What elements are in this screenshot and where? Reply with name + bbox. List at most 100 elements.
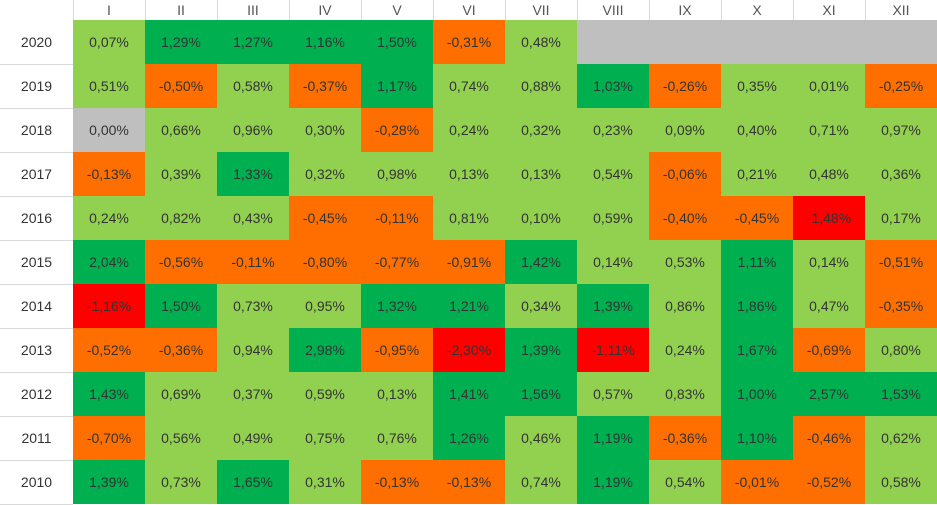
heatmap-cell: -0,37% (289, 64, 361, 108)
heatmap-cell: 0,80% (865, 328, 937, 372)
heatmap-cell: -0,52% (793, 460, 865, 504)
heatmap-cell: -0,52% (73, 328, 145, 372)
heatmap-cell: 0,62% (865, 416, 937, 460)
heatmap-cell: -2,30% (433, 328, 505, 372)
heatmap-cell: 1,27% (217, 20, 289, 64)
year-label: 2012 (0, 372, 73, 416)
grid-line (0, 460, 73, 461)
heatmap-cell: 1,03% (577, 64, 649, 108)
heatmap-cell: 0,14% (793, 240, 865, 284)
year-label: 2018 (0, 108, 73, 152)
heatmap-cell: 1,43% (73, 372, 145, 416)
heatmap-cell: 0,73% (145, 460, 217, 504)
heatmap-cell: 0,88% (505, 64, 577, 108)
year-label: 2017 (0, 152, 73, 196)
heatmap-cell: 0,66% (145, 108, 217, 152)
heatmap-cell: 0,10% (505, 196, 577, 240)
heatmap-cell: -0,35% (865, 284, 937, 328)
heatmap-cell: 0,96% (217, 108, 289, 152)
grid-line (145, 0, 146, 20)
heatmap-cell: 0,86% (649, 284, 721, 328)
heatmap-cell: 0,48% (505, 20, 577, 64)
month-header: X (721, 0, 793, 20)
grid-line (0, 372, 73, 373)
heatmap-cell: 0,46% (505, 416, 577, 460)
heatmap-cell: 0,51% (73, 64, 145, 108)
heatmap-cell: -0,36% (145, 328, 217, 372)
heatmap-cell: -0,28% (361, 108, 433, 152)
heatmap-cell: 0,48% (793, 152, 865, 196)
heatmap-cell (721, 20, 793, 64)
heatmap-cell: -0,95% (361, 328, 433, 372)
heatmap-cell: 1,17% (361, 64, 433, 108)
heatmap-cell: 1,39% (73, 460, 145, 504)
heatmap-cell: 0,09% (649, 108, 721, 152)
heatmap-cell: 1,50% (361, 20, 433, 64)
heatmap-cell: 0,13% (361, 372, 433, 416)
heatmap-cell: 0,53% (649, 240, 721, 284)
heatmap-cell: 0,59% (577, 196, 649, 240)
heatmap-cell: -0,26% (649, 64, 721, 108)
heatmap-cell: -0,06% (649, 152, 721, 196)
month-header: II (145, 0, 217, 20)
heatmap-cell: 0,21% (721, 152, 793, 196)
heatmap-cell: -0,11% (361, 196, 433, 240)
heatmap-cell: 2,57% (793, 372, 865, 416)
heatmap-cell: 0,37% (217, 372, 289, 416)
heatmap-cell: 0,82% (145, 196, 217, 240)
heatmap-cell: 0,69% (145, 372, 217, 416)
heatmap-cell: 0,35% (721, 64, 793, 108)
heatmap-cell: 0,95% (289, 284, 361, 328)
grid-line (289, 0, 290, 20)
month-header: III (217, 0, 289, 20)
heatmap-cell: 0,24% (649, 328, 721, 372)
heatmap-cell: 0,56% (145, 416, 217, 460)
heatmap-cell: 0,75% (289, 416, 361, 460)
grid-line (0, 196, 73, 197)
month-header: I (73, 0, 145, 20)
heatmap-cell: 0,23% (577, 108, 649, 152)
heatmap-cell: 1,29% (145, 20, 217, 64)
grid-line (649, 0, 650, 20)
month-header: VIII (577, 0, 649, 20)
heatmap-cell: 0,71% (793, 108, 865, 152)
heatmap-cell: 1,42% (505, 240, 577, 284)
grid-line (865, 0, 866, 20)
month-header: VI (433, 0, 505, 20)
heatmap-cell: 0,74% (505, 460, 577, 504)
heatmap-cell: -0,70% (73, 416, 145, 460)
heatmap-cell: 0,24% (73, 196, 145, 240)
heatmap-cell: 0,14% (577, 240, 649, 284)
heatmap-cell: 1,39% (577, 284, 649, 328)
heatmap-cell: 0,13% (433, 152, 505, 196)
heatmap-cell: 1,19% (577, 416, 649, 460)
heatmap-cell: -0,13% (361, 460, 433, 504)
heatmap-cell: 1,21% (433, 284, 505, 328)
heatmap-cell: 1,16% (289, 20, 361, 64)
grid-line (0, 64, 73, 65)
heatmap-cell: -1,48% (793, 196, 865, 240)
heatmap-cell: -0,13% (73, 152, 145, 196)
heatmap-cell: 0,17% (865, 196, 937, 240)
grid-line (577, 0, 578, 20)
heatmap-cell: 0,97% (865, 108, 937, 152)
heatmap-cell: 0,54% (649, 460, 721, 504)
heatmap-cell: -0,50% (145, 64, 217, 108)
heatmap-cell: 0,24% (433, 108, 505, 152)
heatmap-cell: -0,45% (289, 196, 361, 240)
heatmap-cell: 0,47% (793, 284, 865, 328)
heatmap-cell: 0,54% (577, 152, 649, 196)
heatmap-cell: 0,94% (217, 328, 289, 372)
month-header: XII (865, 0, 937, 20)
month-header: IV (289, 0, 361, 20)
heatmap-cell: 0,30% (289, 108, 361, 152)
heatmap-cell: 1,11% (721, 240, 793, 284)
grid-line (721, 0, 722, 20)
heatmap-cell: 0,32% (505, 108, 577, 152)
heatmap-cell: 0,32% (289, 152, 361, 196)
heatmap-cell: -0,91% (433, 240, 505, 284)
heatmap-cell: 1,32% (361, 284, 433, 328)
grid-line (0, 240, 73, 241)
month-header: IX (649, 0, 721, 20)
